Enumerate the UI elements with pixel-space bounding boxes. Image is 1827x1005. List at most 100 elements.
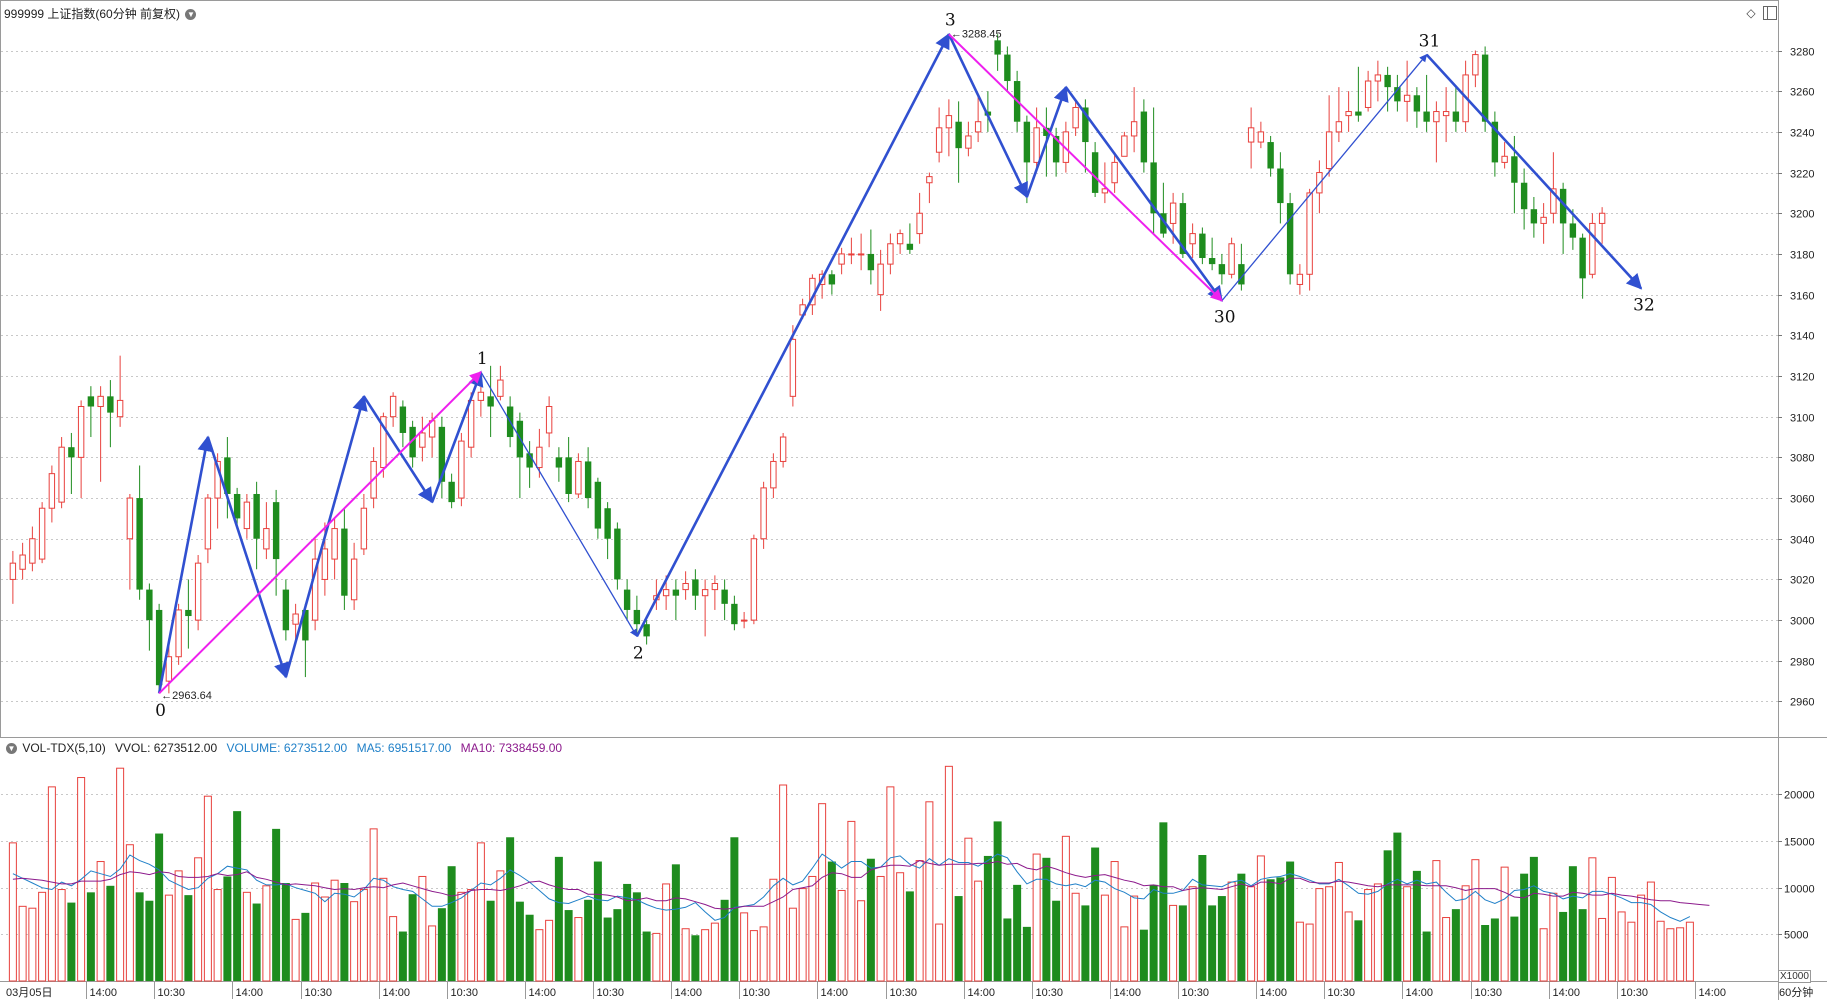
volume-bar: [769, 878, 778, 982]
candle-body: [604, 508, 611, 539]
volume-bar: [964, 837, 973, 982]
candle: [146, 583, 153, 651]
price-tick-label: 3200: [1790, 209, 1814, 221]
volume-bar: [720, 899, 729, 981]
candle-body: [1004, 54, 1011, 82]
volume-bar: [1354, 920, 1363, 981]
volume-bar: [1442, 917, 1451, 982]
volume-bar: [359, 889, 368, 982]
candle-body: [1286, 203, 1294, 275]
candle-body: [321, 548, 329, 580]
candle: [97, 386, 104, 482]
candle: [1218, 253, 1226, 285]
volume-bar: [369, 828, 378, 982]
candle: [448, 473, 455, 509]
volume-bar: [1247, 886, 1256, 982]
dropdown-icon[interactable]: ▼: [185, 9, 197, 21]
candle: [1442, 87, 1450, 143]
candle-body: [419, 432, 426, 448]
time-tick-label: 14:00: [1699, 987, 1727, 999]
candle: [1589, 213, 1596, 279]
candle-body: [682, 582, 689, 591]
candle: [263, 502, 270, 560]
volume-bar: [18, 905, 27, 982]
collapse-icon[interactable]: ▼: [6, 743, 17, 755]
candle: [1267, 135, 1274, 177]
volume-bar: [389, 916, 398, 982]
candle-body: [643, 624, 650, 637]
volume-bar: [1003, 918, 1012, 981]
blue-wave-line: [1221, 53, 1428, 302]
candle-body: [906, 243, 914, 250]
candle-body: [165, 656, 173, 682]
volume-bar: [1256, 855, 1265, 982]
diamond-icon[interactable]: ◇: [1746, 6, 1756, 20]
volume-header: ▼ VOL-TDX(5,10) VVOL: 6273512.00 VOLUME:…: [4, 741, 562, 755]
time-tick-label: 10:30: [158, 987, 186, 999]
candle-body: [9, 562, 17, 580]
candle-body: [1023, 121, 1031, 163]
volume-bar: [379, 877, 388, 982]
candle-body: [857, 253, 865, 256]
vvol-value: VVOL: 6273512.00: [115, 741, 218, 755]
time-tick-label: 14:00: [968, 987, 996, 999]
volume-bar: [545, 919, 554, 982]
candle-body: [614, 528, 621, 580]
wave-label: 31: [1419, 32, 1441, 52]
volume-bar: [515, 901, 524, 981]
candle: [926, 172, 933, 204]
candle-body: [477, 391, 485, 401]
candle: [565, 437, 572, 503]
price-tick-label: 3260: [1790, 87, 1814, 99]
volume-bar: [554, 856, 563, 981]
volume-bar: [1627, 921, 1636, 982]
blue-wave-line: [1025, 85, 1069, 198]
candle-body: [1481, 54, 1489, 122]
candle-body: [77, 406, 85, 458]
candle-body: [263, 528, 270, 550]
candle: [838, 247, 845, 275]
volume-bar: [1178, 905, 1187, 981]
price-tick-label: 3120: [1790, 372, 1814, 384]
candle: [77, 400, 85, 499]
magenta-wave-line: [158, 371, 482, 695]
candle-body: [360, 507, 368, 550]
candle: [1238, 243, 1245, 291]
candle-body: [1403, 94, 1411, 102]
candle: [1121, 131, 1128, 157]
candle-body: [399, 406, 407, 433]
wave-label: 3: [945, 10, 956, 30]
volume-tick-label: 5000: [1784, 930, 1808, 942]
volume-bar: [837, 889, 846, 982]
volume-tick-label: 10000: [1784, 884, 1815, 896]
candle: [487, 365, 494, 438]
candle: [1004, 46, 1011, 92]
volume-bar: [350, 901, 359, 982]
candle: [1286, 192, 1294, 285]
candle: [770, 453, 777, 499]
candle: [1140, 99, 1148, 173]
volume-bar: [447, 866, 456, 981]
candle-body: [341, 528, 348, 596]
candle: [887, 233, 894, 275]
candle-body: [701, 589, 709, 597]
volume-bar: [320, 896, 329, 982]
candle-body: [662, 589, 670, 597]
candle: [740, 611, 748, 629]
volume-bar: [194, 857, 203, 982]
blue-wave-line: [157, 435, 213, 694]
price-tick-label: 3100: [1790, 413, 1814, 425]
candle: [1384, 66, 1391, 112]
candle: [1306, 188, 1313, 291]
candle-body: [1267, 142, 1274, 169]
volume-bar: [408, 894, 417, 981]
price-tick-label: 3000: [1790, 616, 1814, 628]
candle: [1355, 66, 1362, 122]
candle: [945, 99, 953, 157]
candle-body: [19, 554, 26, 570]
volume-bar: [1159, 822, 1168, 981]
volume-bar: [603, 917, 612, 981]
panel-toggle-icon[interactable]: [1763, 6, 1777, 20]
candle-body: [1247, 127, 1255, 143]
